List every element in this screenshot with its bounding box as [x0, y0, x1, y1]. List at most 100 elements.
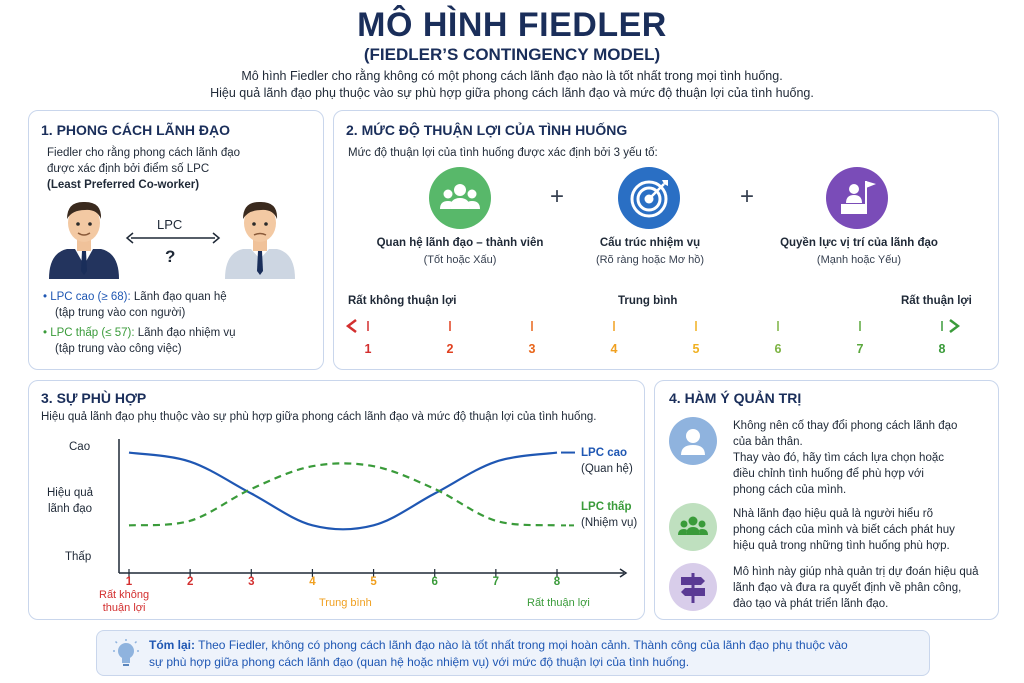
section-fit-chart: 3. SỰ PHÙ HỢP Hiệu quả lãnh đạo phụ thuộ…	[28, 380, 645, 620]
imp-2-line-2: phong cách của mình và biết cách phát hu…	[733, 524, 955, 536]
legend-high-sub: (Quan hệ)	[581, 463, 633, 475]
summary-line-1: Theo Fiedler, không có phong cách lãnh đ…	[195, 638, 848, 652]
imp-2-line-3: hiệu quả trong những tình huống phù hợp.	[733, 540, 950, 552]
section-4-title: 4. HÀM Ý QUẢN TRỊ	[669, 390, 802, 406]
summary-text: Tóm lại: Theo Fiedler, không có phong cá…	[149, 637, 848, 671]
imp-2-line-1: Nhà lãnh đạo hiệu quả là người hiểu rõ	[733, 508, 934, 520]
imp-1-line-5: phong cách của mình.	[733, 484, 847, 496]
scale-label-left: Rất không thuận lợi	[348, 295, 457, 307]
podium-flag-icon	[826, 167, 888, 229]
page-title: MÔ HÌNH FIEDLER	[357, 6, 667, 44]
factor-1-title: Quan hệ lãnh đạo – thành viên	[376, 237, 544, 249]
imp-3-line-2: lãnh đạo và đưa ra quyết định về phân cô…	[733, 582, 962, 594]
plus-sign-1: +	[550, 183, 565, 210]
desc-line-2: được xác định bởi điểm số LPC	[47, 163, 210, 175]
implication-1: Không nên cố thay đổi phong cách lãnh đạ…	[733, 418, 957, 498]
x-label-right: Rất thuận lợi	[527, 597, 590, 609]
x-tick-label-3: 3	[248, 576, 254, 588]
plus-sign-2: +	[740, 183, 755, 210]
section-management-implications: 4. HÀM Ý QUẢN TRỊ Không nên cố thay đổi …	[654, 380, 999, 620]
employee-icon	[225, 201, 295, 279]
implication-2: Nhà lãnh đạo hiệu quả là người hiểu rõ p…	[733, 506, 955, 554]
lpc-high-sub: (tập trung vào con người)	[55, 307, 186, 319]
scale-number-2: 2	[446, 342, 454, 356]
scale-number-1: 1	[364, 342, 372, 356]
lpc-low-text: Lãnh đạo nhiệm vụ	[134, 327, 236, 339]
lightbulb-icon	[113, 639, 139, 666]
factor-2-title: Cấu trúc nhiệm vụ	[599, 237, 701, 249]
x-tick-label-2: 2	[187, 576, 193, 588]
intro-text: Mô hình Fiedler cho rằng không có một ph…	[0, 68, 1024, 102]
section-1-desc: Fiedler cho rằng phong cách lãnh đạo đượ…	[47, 145, 240, 193]
y-label-high: Cao	[69, 441, 91, 453]
x-label-left-2: thuận lợi	[102, 602, 146, 614]
lpc-high-text: Lãnh đạo quan hệ	[130, 291, 227, 303]
legend-low-sub: (Nhiệm vụ)	[581, 517, 638, 529]
person-icon	[669, 417, 717, 465]
lpc-low-item: • LPC thấp (≤ 57): Lãnh đạo nhiệm vụ (tậ…	[43, 327, 236, 355]
section-3-title: 3. SỰ PHÙ HỢP	[41, 390, 147, 406]
x-label-left-1: Rất không	[99, 589, 150, 601]
imp-1-line-2: của bản thân.	[733, 436, 803, 448]
x-tick-label-6: 6	[432, 576, 438, 588]
scale-number-8: 8	[938, 342, 946, 356]
scale-number-7: 7	[856, 342, 864, 356]
section-2-desc: Mức độ thuận lợi của tình huống được xác…	[348, 147, 658, 159]
lpc-low-label: LPC thấp (≤ 57):	[50, 327, 135, 339]
team-icon	[669, 503, 717, 551]
y-label-mid-1: Hiệu quả	[47, 487, 94, 499]
factor-2-sub: (Rõ ràng hoặc Mơ hồ)	[595, 254, 705, 266]
imp-3-line-1: Mô hình này giúp nhà quản trị dự đoán hi…	[733, 566, 979, 578]
section-situation-favorability: 2. MỨC ĐỘ THUẬN LỢI CỦA TÌNH HUỐNG Mức đ…	[333, 110, 999, 370]
section-1-title: 1. PHONG CÁCH LÃNH ĐẠO	[41, 122, 231, 138]
lpc-high-label: LPC cao (≥ 68):	[50, 291, 131, 303]
section-3-desc: Hiệu quả lãnh đạo phụ thuộc vào sự phù h…	[41, 411, 597, 423]
question-mark: ?	[165, 247, 176, 266]
lpc-high-item: • LPC cao (≥ 68): Lãnh đạo quan hệ (tập …	[43, 291, 227, 319]
summary-line-2: sự phù hợp giữa phong cách lãnh đạo (qua…	[149, 655, 690, 669]
lpc-label: LPC	[157, 217, 183, 232]
x-tick-label-1: 1	[126, 576, 133, 588]
fit-chart: 1 2 3 4 5 6 7 8	[118, 439, 628, 588]
summary-label: Tóm lại:	[149, 638, 196, 652]
legend-high-label: LPC cao	[581, 447, 628, 459]
x-tick-label-8: 8	[554, 576, 561, 588]
legend-lpc-high: LPC cao	[581, 445, 627, 461]
y-label-low: Thấp	[65, 551, 92, 563]
scale-number-5: 5	[692, 342, 700, 356]
factor-3-sub: (Mạnh hoặc Yếu)	[816, 254, 902, 266]
summary-box: Tóm lại: Theo Fiedler, không có phong cá…	[96, 630, 930, 676]
imp-1-line-4: điều chỉnh tình huống để phù hợp với	[733, 468, 924, 480]
group-icon	[429, 167, 491, 229]
x-tick-label-7: 7	[493, 576, 499, 588]
scale-label-mid: Trung bình	[618, 295, 678, 307]
series-line-lpc-low	[128, 462, 558, 527]
y-label-mid: Hiệu quả lãnh đạo	[47, 485, 93, 517]
legend-lpc-low: LPC thấp	[581, 501, 632, 513]
double-arrow-icon	[125, 232, 221, 244]
scale-label-right: Rất thuận lợi	[901, 295, 972, 307]
imp-1-line-1: Không nên cố thay đổi phong cách lãnh đạ…	[733, 420, 958, 432]
intro-line-1: Mô hình Fiedler cho rằng không có một ph…	[241, 69, 783, 83]
imp-1-line-3: Thay vào đó, hãy tìm cách lựa chọn hoặc	[733, 452, 944, 464]
implication-3: Mô hình này giúp nhà quản trị dự đoán hi…	[733, 564, 979, 612]
desc-line-3: (Least Preferred Co-worker)	[47, 179, 200, 191]
favorability-scale-arrow	[346, 319, 960, 333]
y-label-mid-2: lãnh đạo	[47, 503, 93, 515]
intro-line-2: Hiệu quả lãnh đạo phụ thuộc vào sự phù h…	[210, 86, 814, 100]
scale-number-6: 6	[774, 342, 782, 356]
scale-number-3: 3	[528, 342, 536, 356]
series-line-lpc-high	[128, 451, 558, 531]
page-subtitle: (FIEDLER’S CONTINGENCY MODEL)	[363, 45, 661, 64]
scale-number-4: 4	[610, 342, 618, 356]
signpost-icon	[669, 563, 717, 611]
target-icon	[618, 167, 680, 229]
section-leadership-style: 1. PHONG CÁCH LÃNH ĐẠO Fiedler cho rằng …	[28, 110, 324, 370]
x-tick-label-5: 5	[370, 576, 377, 588]
businessman-icon	[49, 201, 119, 279]
desc-line-1: Fiedler cho rằng phong cách lãnh đạo	[47, 147, 241, 159]
x-label-mid: Trung bình	[319, 597, 372, 609]
factor-3-title: Quyền lực vị trí của lãnh đạo	[780, 237, 938, 249]
imp-3-line-3: đào tạo và phát triển lãnh đạo.	[733, 598, 889, 610]
x-label-left: Rất không thuận lợi	[99, 589, 149, 615]
